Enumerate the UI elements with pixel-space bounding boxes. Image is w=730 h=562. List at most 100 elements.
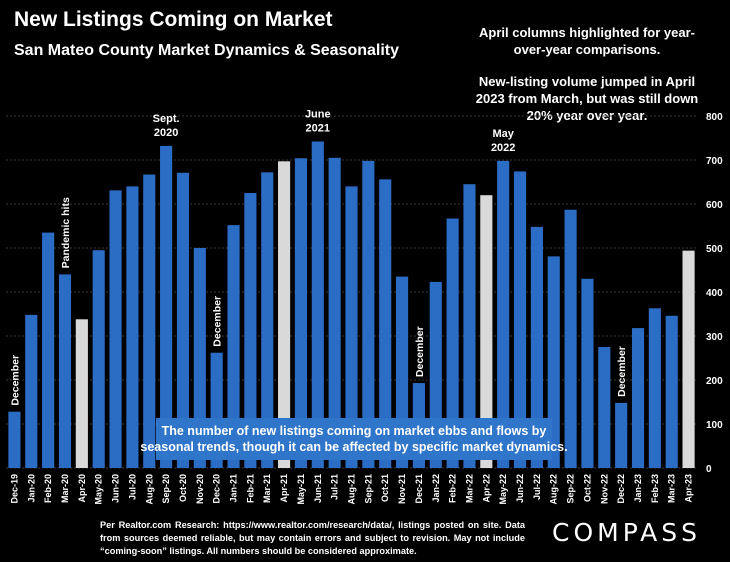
x-tick-label: Jun-21 [313,474,323,503]
bar [497,160,510,468]
bar [530,226,543,468]
y-tick-label: 400 [706,288,723,299]
x-tick-label: Sep-22 [566,474,576,504]
x-tick-label: Jan-20 [26,474,36,503]
y-tick-label: 800 [706,112,723,123]
bar-highlight [682,250,695,468]
y-tick-label: 700 [706,156,723,167]
x-tick-label: Apr-22 [481,474,491,503]
bar [294,158,308,469]
x-tick-label: May-22 [498,474,508,505]
x-tick-label: May-21 [296,474,306,505]
caption-box [156,418,552,460]
bar [176,172,190,468]
bar [463,184,476,468]
bar [126,186,139,468]
bar [244,193,257,468]
y-tick-label: 100 [706,420,723,431]
x-tick-label: Jan-23 [633,474,643,503]
bar [564,209,577,468]
x-tick-label: Nov-22 [599,474,609,504]
bar [109,190,122,469]
x-tick-label: Nov-21 [397,474,407,504]
annotation-label: Sept. 2020 [153,113,180,139]
x-tick-label: Nov-20 [195,474,205,504]
x-tick-label: Jan-22 [431,474,441,503]
x-tick-label: Feb-20 [43,474,53,503]
bar [42,232,55,468]
bar [648,308,661,468]
y-tick-label: 500 [706,244,723,255]
x-tick-label: Jul-22 [532,474,542,500]
source-note: Per Realtor.com Research: https://www.re… [100,520,525,556]
y-tick-label: 0 [706,464,712,475]
x-tick-label: Sep-20 [161,474,171,504]
x-tick-label: Apr-23 [684,474,694,503]
annotation-label: June 2021 [305,109,331,135]
bar [261,172,274,468]
x-tick-label: Oct-21 [380,474,390,502]
x-tick-label: Jun-22 [515,474,525,503]
x-tick-label: Feb-21 [245,474,255,503]
bar [311,141,324,468]
compass-logo: COMPASS [552,518,702,547]
x-tick-label: Apr-21 [279,474,289,503]
bar-highlight [480,195,493,468]
bar [160,145,173,469]
bar-highlight [75,319,88,468]
caption-text: The number of new listings coming on mar… [140,424,567,454]
annotation-label: May 2022 [491,128,515,154]
bar [615,402,628,468]
x-tick-label: Aug-22 [549,474,559,505]
bar [665,315,678,468]
annotation-label: December [212,296,224,347]
bar [513,171,527,468]
bar [598,347,611,468]
x-tick-label: Aug-21 [347,474,357,505]
annotation-label: Pandemic hits [60,197,72,268]
bar [8,411,21,468]
x-tick-label: Feb-23 [650,474,660,503]
x-tick-label: Dec-19 [9,474,19,504]
bar [328,157,341,469]
x-tick-label: Mar-20 [60,474,70,503]
y-tick-label: 600 [706,200,723,211]
y-tick-label: 300 [706,332,723,343]
x-tick-label: Jun-20 [111,474,121,503]
x-tick-label: Aug-20 [144,474,154,505]
bar [581,278,594,468]
bar [227,225,240,468]
bar [446,218,459,468]
bar [547,256,560,468]
annotation-label: December [9,355,21,406]
bar [193,248,206,468]
x-tick-label: Jan-21 [229,474,239,503]
note-april-highlight: April columns highlighted for year-over-… [479,25,695,57]
x-tick-label: Mar-23 [667,474,677,503]
x-tick-label: Mar-21 [262,474,272,503]
bar [345,186,358,468]
x-tick-label: Jul-21 [330,474,340,500]
bar [362,160,375,468]
bar [143,174,156,468]
x-tick-label: Mar-22 [464,474,474,503]
annotation-label: December [414,326,426,377]
annotation-label: December [616,346,628,397]
bar-highlight [278,161,291,468]
x-tick-label: Dec-21 [414,474,424,504]
bar [379,179,392,469]
bar [58,274,72,468]
bar [92,250,105,468]
bar [25,314,38,468]
x-tick-label: May-20 [94,474,104,505]
x-tick-label: Jul-20 [127,474,137,500]
x-tick-label: Dec-22 [616,474,626,504]
x-tick-label: Oct-22 [582,474,592,502]
x-tick-label: Dec-20 [212,474,222,504]
bar [631,328,645,468]
x-tick-label: Oct-20 [178,474,188,502]
x-tick-label: Apr-20 [77,474,87,503]
chart-title: New Listings Coming on Market [14,8,333,31]
x-tick-label: Feb-22 [448,474,458,503]
